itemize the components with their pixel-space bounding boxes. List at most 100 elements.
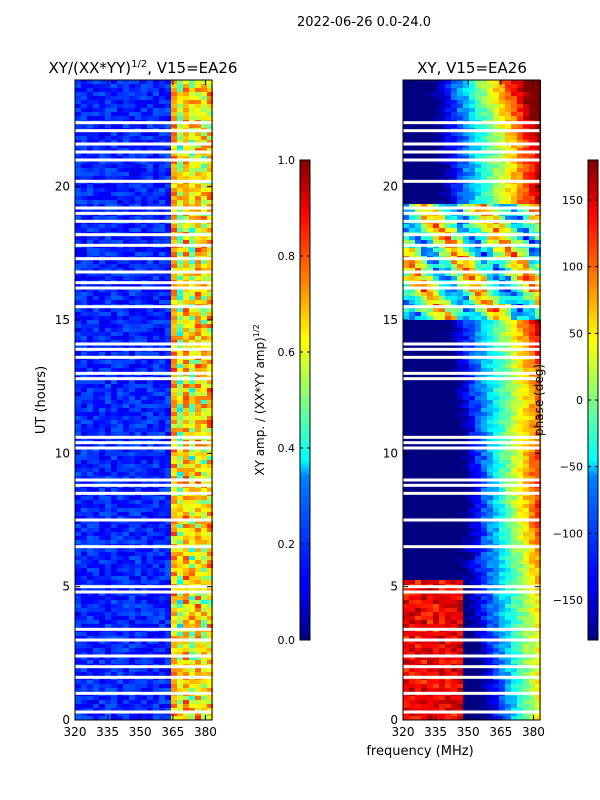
left-heatmap-cell [75, 636, 81, 640]
left-heatmap-cell [141, 688, 147, 692]
left-heatmap-cell [207, 420, 213, 424]
right-heatmap-cell [511, 168, 517, 172]
right-heatmap-cell [529, 224, 535, 228]
left-heatmap-cell [207, 496, 213, 500]
right-heatmap-cell [457, 228, 463, 232]
left-heatmap-cell [75, 296, 81, 300]
left-heatmap-cell [189, 464, 195, 468]
left-heatmap-cell [195, 380, 201, 384]
left-heatmap-cell [201, 396, 207, 400]
left-heatmap-cell [105, 264, 111, 268]
left-plot-frame [74, 79, 213, 721]
right-heatmap-cell [523, 116, 529, 120]
left-heatmap-cell [87, 612, 93, 616]
left-heatmap-cell [111, 392, 117, 396]
left-heatmap-cell [117, 468, 123, 472]
right-heatmap-cell [505, 168, 511, 172]
left-heatmap-cell [189, 620, 195, 624]
left-heatmap-cell [99, 668, 105, 672]
left-heatmap-cell [147, 644, 153, 648]
left-heatmap-cell [159, 168, 165, 172]
left-heatmap-cell [165, 132, 171, 136]
left-heatmap-cell [201, 528, 207, 532]
left-heatmap-cell [87, 396, 93, 400]
right-heatmap-cell [451, 172, 457, 176]
left-heatmap-cell [99, 324, 105, 328]
left-heatmap-cell [99, 600, 105, 604]
right-heatmap-cell [511, 100, 517, 104]
left-heatmap-cell [99, 208, 105, 212]
right-heatmap-cell [409, 264, 415, 268]
left-heatmap-cell [195, 240, 201, 244]
right-heatmap-cell [529, 172, 535, 176]
left-heatmap-cell [141, 176, 147, 180]
left-heatmap-cell [99, 640, 105, 644]
left-heatmap-cell [117, 636, 123, 640]
right-heatmap-cell [523, 188, 529, 192]
right-heatmap-cell [463, 248, 469, 252]
left-heatmap-cell [153, 460, 159, 464]
left-heatmap-cell [93, 524, 99, 528]
left-heatmap-cell [81, 192, 87, 196]
right-heatmap-cell [517, 84, 523, 88]
left-heatmap-cell [111, 604, 117, 608]
left-heatmap-cell [111, 156, 117, 160]
right-heatmap-cell [451, 116, 457, 120]
right-heatmap-cell [433, 84, 439, 88]
left-heatmap-cell [111, 668, 117, 672]
left-heatmap-cell [177, 424, 183, 428]
left-heatmap-cell [165, 696, 171, 700]
left-heatmap-cell [189, 188, 195, 192]
left-heatmap-cell [123, 224, 129, 228]
left-heatmap-cell [135, 200, 141, 204]
right-heatmap-cell [427, 108, 433, 112]
left-heatmap-cell [201, 300, 207, 304]
right-heatmap-cell [523, 172, 529, 176]
left-heatmap-cell [183, 516, 189, 520]
right-heatmap-cell [505, 104, 511, 108]
left-heatmap-cell [123, 196, 129, 200]
right-heatmap-cell [469, 240, 475, 244]
left-heatmap-cell [165, 604, 171, 608]
right-heatmap-cell [421, 240, 427, 244]
left-heatmap-cell [183, 184, 189, 188]
left-heatmap-cell [81, 632, 87, 636]
left-heatmap-cell [81, 468, 87, 472]
left-heatmap-cell [147, 528, 153, 532]
left-heatmap-cell [189, 480, 195, 484]
left-heatmap-cell [147, 464, 153, 468]
left-heatmap-cell [129, 156, 135, 160]
right-heatmap-cell [493, 264, 499, 268]
left-heatmap-cell [207, 576, 213, 580]
left-heatmap-cell [159, 288, 165, 292]
left-heatmap-cell [141, 388, 147, 392]
left-heatmap-cell [75, 524, 81, 528]
left-heatmap-cell [123, 524, 129, 528]
right-heatmap-cell [451, 260, 457, 264]
left-heatmap-cell [207, 708, 213, 712]
left-heatmap-cell [129, 564, 135, 568]
left-heatmap-cell [81, 500, 87, 504]
left-heatmap-cell [171, 668, 177, 672]
left-heatmap-cell [129, 176, 135, 180]
left-heatmap-cell [111, 140, 117, 144]
right-heatmap-cell [415, 200, 421, 204]
left-heatmap-cell [87, 656, 93, 660]
right-heatmap-cell [439, 144, 445, 148]
right-heatmap-cell [415, 192, 421, 196]
right-heatmap-cell [535, 164, 541, 168]
left-heatmap-cell [117, 632, 123, 636]
left-heatmap-cell [153, 452, 159, 456]
left-heatmap-cell [99, 500, 105, 504]
right-heatmap-cell [457, 148, 463, 152]
right-heatmap-cell [505, 204, 511, 208]
right-heatmap-cell [415, 132, 421, 136]
left-heatmap-cell [105, 184, 111, 188]
y-tick-label: 0 [62, 713, 70, 727]
left-heatmap-cell [129, 488, 135, 492]
left-heatmap-cell [93, 560, 99, 564]
right-heatmap-cell [529, 176, 535, 180]
left-heatmap-cell [201, 164, 207, 168]
right-heatmap-cell [529, 80, 535, 84]
left-heatmap-cell [123, 592, 129, 596]
